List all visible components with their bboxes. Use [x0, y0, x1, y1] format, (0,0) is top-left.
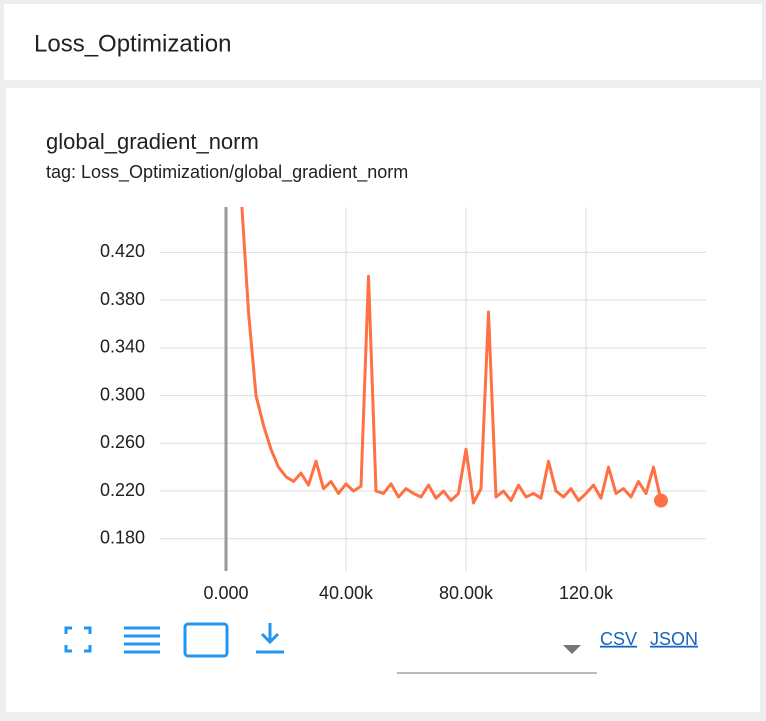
download-icon[interactable] — [256, 623, 284, 654]
x-tick-label: 0.000 — [203, 583, 248, 603]
y-tick-label: 0.180 — [100, 528, 145, 548]
y-tick-label: 0.300 — [100, 384, 145, 404]
chart-subtitle: tag: Loss_Optimization/global_gradient_n… — [46, 162, 408, 183]
chart-title: global_gradient_norm — [46, 129, 259, 154]
json-link[interactable]: JSON — [650, 629, 698, 649]
fit-domain-icon[interactable] — [183, 622, 229, 658]
y-tick-label: 0.220 — [100, 480, 145, 500]
toolbar — [64, 622, 284, 658]
fullscreen-icon[interactable] — [64, 626, 92, 653]
y-tick-label: 0.260 — [100, 432, 145, 452]
dropdown-arrow[interactable] — [563, 645, 581, 654]
x-tick-label: 40.00k — [319, 583, 374, 603]
x-tick-label: 120.0k — [559, 583, 614, 603]
x-tick-label: 80.00k — [439, 583, 494, 603]
y-tick-label: 0.340 — [100, 337, 145, 357]
header-title: Loss_Optimization — [34, 30, 231, 57]
last-point — [654, 493, 668, 508]
toggle-log-icon[interactable] — [124, 626, 160, 654]
csv-link[interactable]: CSV — [600, 629, 637, 649]
plot-area — [240, 207, 663, 505]
y-tick-label: 0.380 — [100, 289, 145, 309]
y-tick-label: 0.420 — [100, 241, 145, 261]
chart-card — [6, 88, 760, 712]
line — [240, 207, 663, 505]
header-card — [4, 4, 762, 80]
